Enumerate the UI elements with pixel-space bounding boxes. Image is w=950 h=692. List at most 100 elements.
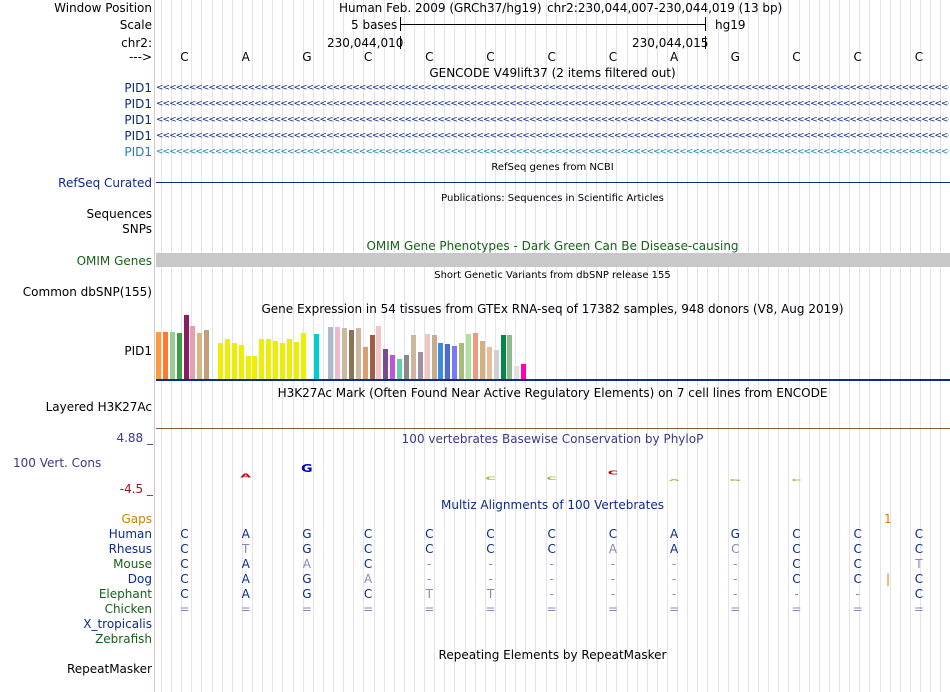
cons-glyph: C bbox=[607, 469, 619, 476]
gtex-bar[interactable] bbox=[479, 341, 485, 379]
omim-title[interactable]: OMIM Gene Phenotypes - Dark Green Can Be… bbox=[366, 239, 739, 253]
grid-line bbox=[555, 0, 557, 692]
gtex-bar[interactable] bbox=[300, 333, 306, 379]
repeatmasker-title[interactable]: Repeating Elements by RepeatMasker bbox=[438, 648, 667, 662]
gtex-bar[interactable] bbox=[452, 346, 458, 379]
gtex-bar[interactable] bbox=[335, 327, 341, 379]
gencode-item-label[interactable]: PID1 bbox=[124, 97, 152, 111]
gtex-bar[interactable] bbox=[231, 343, 237, 379]
species-label[interactable]: Dog bbox=[127, 572, 152, 586]
gtex-bar[interactable] bbox=[218, 343, 223, 379]
gtex-bar[interactable] bbox=[197, 333, 203, 379]
repeatmasker-label[interactable]: RepeatMasker bbox=[66, 662, 152, 676]
alignment-base: - bbox=[610, 587, 616, 601]
gtex-bar[interactable] bbox=[328, 327, 334, 379]
gtex-bar[interactable] bbox=[500, 335, 506, 379]
gencode-strand[interactable]: <<<<<<<<<<<<<<<<<<<<<<<<<<<<<<<<<<<<<<<<… bbox=[156, 84, 949, 93]
sequences-label[interactable]: Sequences bbox=[86, 207, 152, 221]
gtex-bar[interactable] bbox=[521, 364, 527, 379]
species-label[interactable]: Human bbox=[108, 527, 152, 541]
cons-label[interactable]: 100 Vert. Cons bbox=[13, 456, 102, 470]
alignment-base: = bbox=[301, 602, 312, 616]
species-label[interactable]: Elephant bbox=[98, 587, 152, 601]
gtex-bar[interactable] bbox=[314, 334, 320, 379]
gtex-bar[interactable] bbox=[183, 315, 189, 379]
gencode-title[interactable]: GENCODE V49lift37 (2 items filtered out) bbox=[429, 66, 676, 80]
gtex-bar[interactable] bbox=[190, 326, 196, 379]
gtex-bar[interactable] bbox=[397, 359, 403, 379]
gencode-strand[interactable]: <<<<<<<<<<<<<<<<<<<<<<<<<<<<<<<<<<<<<<<<… bbox=[156, 100, 949, 109]
gtex-title[interactable]: Gene Expression in 54 tissues from GTEx … bbox=[261, 302, 844, 316]
gencode-item-label[interactable]: PID1 bbox=[124, 113, 152, 127]
gtex-bar[interactable] bbox=[342, 328, 348, 379]
gtex-bar[interactable] bbox=[266, 339, 272, 379]
species-label[interactable]: Chicken bbox=[104, 602, 152, 616]
snps-label[interactable]: SNPs bbox=[122, 222, 152, 236]
gtex-bar[interactable] bbox=[204, 330, 210, 379]
species-label[interactable]: Rhesus bbox=[108, 542, 152, 556]
gtex-bar[interactable] bbox=[238, 345, 244, 379]
refseq-title[interactable]: RefSeq genes from NCBI bbox=[491, 162, 614, 173]
cons-title[interactable]: 100 vertebrates Basewise Conservation by… bbox=[401, 432, 704, 446]
publications-title[interactable]: Publications: Sequences in Scientific Ar… bbox=[441, 193, 664, 204]
gtex-bar[interactable] bbox=[514, 366, 520, 379]
gtex-bar[interactable] bbox=[224, 339, 230, 379]
gencode-item-label[interactable]: PID1 bbox=[124, 145, 152, 159]
multiz-title[interactable]: Multiz Alignments of 100 Vertebrates bbox=[440, 498, 665, 512]
alignment-base: - bbox=[427, 572, 432, 586]
gtex-bar[interactable] bbox=[486, 347, 492, 379]
gtex-bar[interactable] bbox=[245, 356, 251, 379]
gencode-item-label[interactable]: PID1 bbox=[124, 81, 152, 95]
omim-bar[interactable] bbox=[156, 253, 950, 267]
gtex-bar[interactable] bbox=[162, 332, 168, 379]
gtex-label[interactable]: PID1 bbox=[124, 344, 152, 358]
gtex-bar[interactable] bbox=[369, 335, 375, 379]
species-label[interactable]: Zebrafish bbox=[95, 632, 152, 646]
gtex-bar[interactable] bbox=[280, 343, 286, 379]
gtex-bar[interactable] bbox=[417, 352, 423, 379]
species-label[interactable]: X_tropicalis bbox=[83, 617, 152, 631]
gtex-bar[interactable] bbox=[445, 344, 451, 379]
gtex-bar[interactable] bbox=[348, 330, 354, 379]
gtex-bar[interactable] bbox=[493, 350, 499, 379]
ruler-base: C bbox=[792, 50, 801, 64]
gencode-strand[interactable]: <<<<<<<<<<<<<<<<<<<<<<<<<<<<<<<<<<<<<<<<… bbox=[156, 116, 949, 125]
gtex-bar[interactable] bbox=[459, 343, 465, 379]
gtex-bar[interactable] bbox=[252, 356, 258, 379]
gencode-strand[interactable]: <<<<<<<<<<<<<<<<<<<<<<<<<<<<<<<<<<<<<<<<… bbox=[156, 148, 949, 157]
gtex-bar[interactable] bbox=[410, 335, 416, 379]
h3k27ac-title[interactable]: H3K27Ac Mark (Often Found Near Active Re… bbox=[277, 386, 828, 400]
species-label[interactable]: Mouse bbox=[113, 557, 152, 571]
alignment-base: C bbox=[547, 527, 556, 541]
gtex-bar[interactable] bbox=[286, 339, 292, 379]
ruler-base: C bbox=[853, 50, 862, 64]
gtex-bar[interactable] bbox=[273, 341, 279, 379]
gtex-bar[interactable] bbox=[438, 343, 444, 379]
grid-line bbox=[788, 0, 790, 692]
dbsnp-label[interactable]: Common dbSNP(155) bbox=[22, 285, 152, 299]
omim-label[interactable]: OMIM Genes bbox=[76, 254, 152, 268]
gtex-bar[interactable] bbox=[472, 333, 478, 379]
gtex-bar[interactable] bbox=[355, 328, 361, 379]
gtex-bar[interactable] bbox=[169, 332, 175, 379]
gtex-bar[interactable] bbox=[259, 339, 265, 379]
refseq-label[interactable]: RefSeq Curated bbox=[58, 176, 152, 190]
gtex-bar[interactable] bbox=[383, 349, 389, 379]
alignment-base: C bbox=[853, 572, 862, 586]
gtex-bar[interactable] bbox=[376, 326, 382, 379]
gtex-bar[interactable] bbox=[507, 335, 513, 379]
dbsnp-title[interactable]: Short Genetic Variants from dbSNP releas… bbox=[434, 270, 671, 281]
gtex-bar[interactable] bbox=[404, 355, 410, 379]
gencode-strand[interactable]: <<<<<<<<<<<<<<<<<<<<<<<<<<<<<<<<<<<<<<<<… bbox=[156, 132, 949, 141]
h3k27ac-label[interactable]: Layered H3K27Ac bbox=[45, 400, 152, 414]
gtex-bar[interactable] bbox=[390, 355, 396, 379]
gtex-bar[interactable] bbox=[156, 332, 161, 379]
gtex-bar[interactable] bbox=[362, 347, 368, 379]
gtex-bar[interactable] bbox=[424, 334, 430, 379]
gtex-bar[interactable] bbox=[431, 335, 437, 379]
gencode-item-label[interactable]: PID1 bbox=[124, 129, 152, 143]
gtex-bar[interactable] bbox=[293, 342, 299, 379]
grid-line bbox=[656, 0, 658, 692]
gtex-bar[interactable] bbox=[176, 333, 182, 379]
gtex-bar[interactable] bbox=[466, 334, 472, 379]
